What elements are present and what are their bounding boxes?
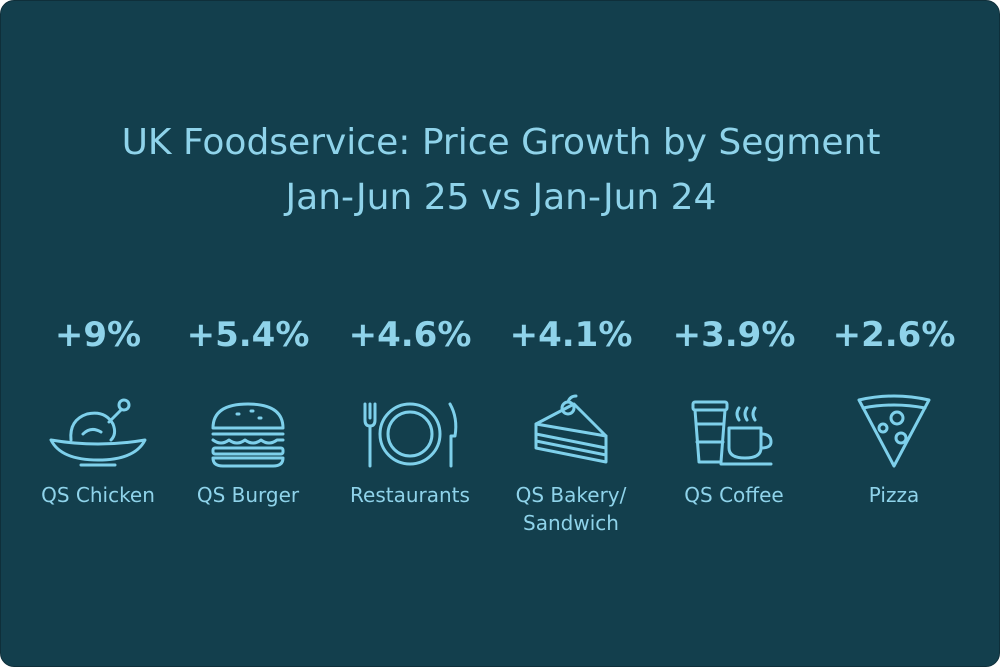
coffee-cups-icon — [679, 394, 789, 470]
category-label-qs-chicken: QS Chicken — [41, 483, 155, 507]
category-label-qs-coffee: QS Coffee — [684, 483, 784, 507]
burger-icon — [193, 394, 303, 470]
value-label-qs-bakery-sandwich: +4.1% — [509, 315, 633, 355]
value-label-qs-coffee: +3.9% — [672, 315, 796, 355]
category-label-restaurants: Restaurants — [350, 483, 470, 507]
chicken-icon — [43, 394, 153, 470]
pizza-slice-icon — [839, 394, 949, 470]
value-label-pizza: +2.6% — [832, 315, 956, 355]
category-label-qs-bakery-sandwich: QS Bakery/ Sandwich — [515, 483, 627, 535]
value-label-qs-burger: +5.4% — [186, 315, 310, 355]
category-label-pizza: Pizza — [868, 483, 920, 507]
chart-subtitle: Jan-Jun 25 vs Jan-Jun 24 — [285, 177, 717, 218]
category-label-qs-burger: QS Burger — [196, 483, 300, 507]
value-label-restaurants: +4.6% — [348, 315, 472, 355]
value-label-qs-chicken: +9% — [54, 315, 142, 355]
cake-slice-icon — [516, 394, 626, 470]
plate-cutlery-icon — [355, 394, 465, 470]
chart-title: UK Foodservice: Price Growth by Segment — [121, 122, 881, 163]
